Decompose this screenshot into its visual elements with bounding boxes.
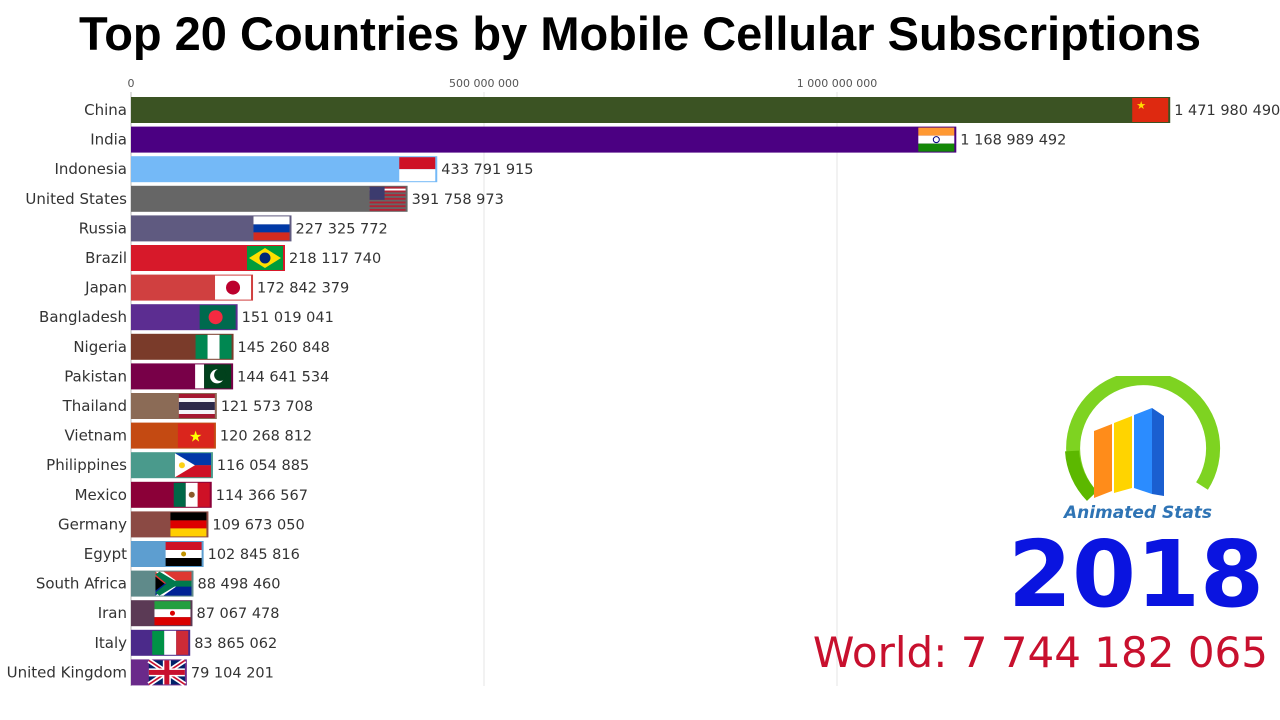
category-label: India xyxy=(90,131,127,149)
indonesia-flag-icon xyxy=(399,157,436,182)
value-label: 1 168 989 492 xyxy=(960,133,1066,149)
pakistan-flag-icon xyxy=(195,364,232,389)
category-label: Thailand xyxy=(62,397,127,415)
value-label: 83 865 062 xyxy=(194,636,277,652)
svg-text:★: ★ xyxy=(189,429,202,446)
iran-flag-icon xyxy=(154,601,191,626)
value-label: 88 498 460 xyxy=(197,577,280,593)
bar-indonesia xyxy=(131,156,438,183)
category-label: United Kingdom xyxy=(7,663,127,681)
bar-india xyxy=(131,126,957,153)
value-label: 102 845 816 xyxy=(208,547,300,563)
south-africa-flag-icon xyxy=(155,571,192,596)
value-label: 116 054 885 xyxy=(217,458,309,474)
x-tick-label: 1 000 000 000 xyxy=(797,77,877,90)
value-label: 120 268 812 xyxy=(220,429,312,445)
egypt-flag-icon xyxy=(165,542,202,566)
category-label: Philippines xyxy=(46,456,127,474)
x-tick-label: 0 xyxy=(128,77,135,90)
category-label: Mexico xyxy=(75,486,127,504)
bangladesh-flag-icon xyxy=(199,305,236,330)
svg-text:★: ★ xyxy=(1136,100,1146,112)
category-label: Pakistan xyxy=(64,367,127,385)
animated-stats-logo xyxy=(1065,376,1221,501)
china-flag-icon: ★ xyxy=(1132,98,1169,122)
category-label: Russia xyxy=(79,219,127,237)
value-label: 391 758 973 xyxy=(412,192,504,208)
category-label: South Africa xyxy=(36,575,127,593)
category-label: China xyxy=(84,101,127,119)
nigeria-flag-icon xyxy=(195,334,232,359)
x-tick-label: 500 000 000 xyxy=(449,77,519,90)
italy-flag-icon xyxy=(152,630,189,655)
thailand-flag-icon xyxy=(178,394,215,418)
category-label: United States xyxy=(25,190,127,208)
mexico-flag-icon xyxy=(173,482,210,507)
usa-flag-icon xyxy=(369,186,406,211)
value-label: 121 573 708 xyxy=(221,399,313,415)
philippines-flag-icon xyxy=(174,453,211,478)
germany-flag-icon xyxy=(170,512,207,537)
value-label: 433 791 915 xyxy=(441,162,533,178)
value-label: 172 842 379 xyxy=(257,281,349,297)
value-label: 1 471 980 490 xyxy=(1174,103,1280,119)
category-label: Japan xyxy=(84,279,127,297)
india-flag-icon xyxy=(918,127,955,152)
category-label: Egypt xyxy=(84,545,127,563)
uk-flag-icon xyxy=(147,658,187,687)
value-label: 218 117 740 xyxy=(289,251,381,267)
value-label: 109 673 050 xyxy=(212,517,304,533)
value-label: 151 019 041 xyxy=(242,310,334,326)
category-label: Nigeria xyxy=(73,338,127,356)
category-label: Brazil xyxy=(85,249,127,267)
brand-name: Animated Stats xyxy=(1063,503,1213,523)
bar-united-states xyxy=(131,185,408,212)
value-label: 114 366 567 xyxy=(216,488,308,504)
category-label: Indonesia xyxy=(54,160,127,178)
value-label: 144 641 534 xyxy=(237,369,329,385)
category-label: Bangladesh xyxy=(39,308,127,326)
value-label: 87 067 478 xyxy=(196,606,279,622)
chart-title: Top 20 Countries by Mobile Cellular Subs… xyxy=(78,7,1202,60)
year-label: 2018 xyxy=(1007,521,1265,628)
category-label: Germany xyxy=(58,515,127,533)
category-label: Italy xyxy=(94,634,127,652)
japan-flag-icon xyxy=(215,275,252,300)
russia-flag-icon xyxy=(253,216,290,241)
category-label: Vietnam xyxy=(64,427,127,445)
vietnam-flag-icon: ★ xyxy=(177,423,214,448)
value-label: 145 260 848 xyxy=(238,340,330,356)
value-label: 227 325 772 xyxy=(295,221,387,237)
world-total: World: 7 744 182 065 xyxy=(812,628,1268,677)
value-label: 79 104 201 xyxy=(191,665,274,681)
bar-china xyxy=(131,97,1171,123)
category-label: Iran xyxy=(98,604,127,622)
brazil-flag-icon xyxy=(246,246,283,270)
